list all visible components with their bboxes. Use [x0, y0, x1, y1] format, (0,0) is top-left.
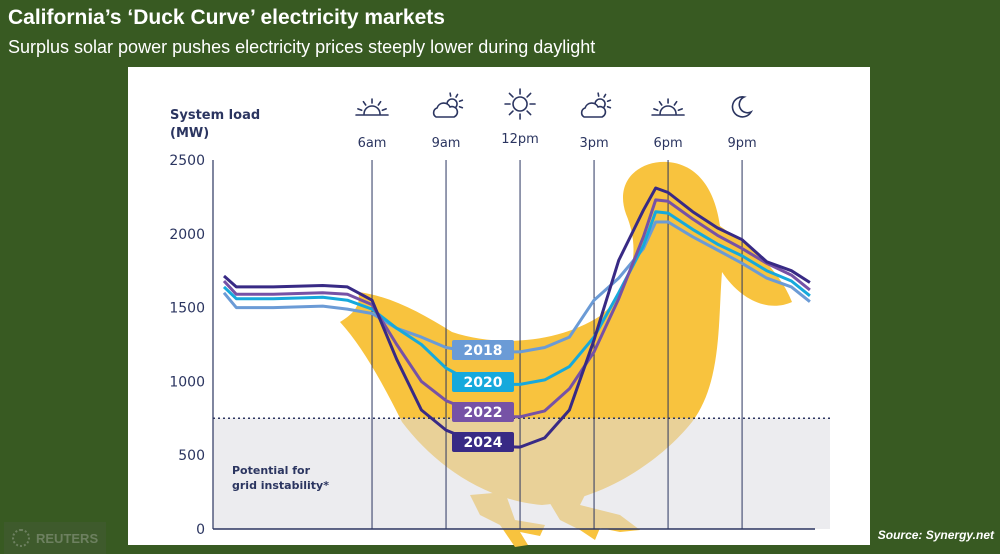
cloud — [580, 102, 607, 118]
series-line-2018 — [222, 220, 811, 354]
y-tick-label: 2000 — [169, 227, 205, 243]
sun-ray — [377, 100, 382, 106]
sun-ray — [508, 92, 514, 98]
y-tick-label: 2500 — [169, 153, 205, 169]
sun-ray — [677, 108, 683, 112]
y-axis-title-line1: System load — [170, 108, 260, 123]
x-tick-label: 9pm — [727, 136, 756, 151]
sun-ray — [526, 92, 532, 98]
page-title: California’s ‘Duck Curve’ electricity ma… — [8, 6, 445, 29]
y-tick-label: 0 — [196, 522, 205, 538]
y-axis-title-line2: (MW) — [170, 126, 209, 141]
sun-ray — [606, 99, 612, 103]
sun-ray — [455, 93, 459, 98]
x-tick-label: 6pm — [653, 136, 682, 151]
sun-ray — [458, 99, 464, 103]
sun-half — [659, 105, 677, 115]
series-label-2022: 2022 — [464, 405, 503, 421]
x-tick-label: 9am — [432, 136, 461, 151]
series-label-2018: 2018 — [464, 343, 503, 359]
series-label-box-2020 — [452, 372, 514, 392]
cloud-sun-icon — [432, 92, 464, 118]
series-label-2020: 2020 — [464, 375, 503, 391]
y-tick-label: 500 — [178, 448, 205, 464]
reuters-logo: REUTERS — [4, 522, 106, 554]
reuters-logo-icon — [12, 529, 30, 547]
sunset-icon — [651, 98, 685, 116]
moon-icon — [731, 96, 754, 118]
sun-ray — [357, 108, 363, 112]
sun-ray — [606, 105, 612, 109]
series-line-2022 — [222, 198, 811, 419]
series-label-box-2018 — [452, 340, 514, 360]
sun-ray — [673, 100, 678, 106]
sun-ray — [362, 100, 367, 106]
sun-ray — [458, 105, 464, 109]
sun-ray — [597, 92, 600, 97]
cloud-sun-icon — [580, 92, 612, 118]
series-label-2024: 2024 — [464, 435, 503, 451]
series-line-2024 — [223, 186, 811, 449]
y-tick-label: 1000 — [169, 374, 205, 390]
threshold-label-line1: Potential for — [232, 464, 311, 477]
sunrise-icon — [355, 98, 389, 116]
sun-ray — [449, 92, 452, 97]
threshold-label-line2: grid instability* — [232, 479, 329, 492]
series-label-box-2022 — [452, 402, 514, 422]
x-tick-label: 3pm — [579, 136, 608, 151]
x-tick-label: 12pm — [501, 132, 538, 147]
series-line-2020 — [222, 210, 811, 386]
instability-zone — [213, 418, 830, 529]
sun-disc — [512, 96, 528, 112]
sun-ray — [508, 110, 514, 116]
sun-ray — [653, 108, 659, 112]
sun-half — [363, 105, 381, 115]
x-tick-label: 6am — [358, 136, 387, 151]
sun-ray — [603, 93, 607, 98]
cloud — [432, 102, 459, 118]
sun-ray — [381, 108, 387, 112]
sun-ray — [526, 110, 532, 116]
series-label-box-2024 — [452, 432, 514, 452]
y-tick-label: 1500 — [169, 301, 205, 317]
page-subtitle: Surplus solar power pushes electricity p… — [8, 37, 596, 57]
reuters-logo-text: REUTERS — [36, 530, 99, 546]
sun-icon — [504, 88, 536, 120]
source-note: Source: Synergy.net — [877, 528, 994, 542]
moon — [731, 96, 754, 118]
sun-ray — [658, 100, 663, 106]
